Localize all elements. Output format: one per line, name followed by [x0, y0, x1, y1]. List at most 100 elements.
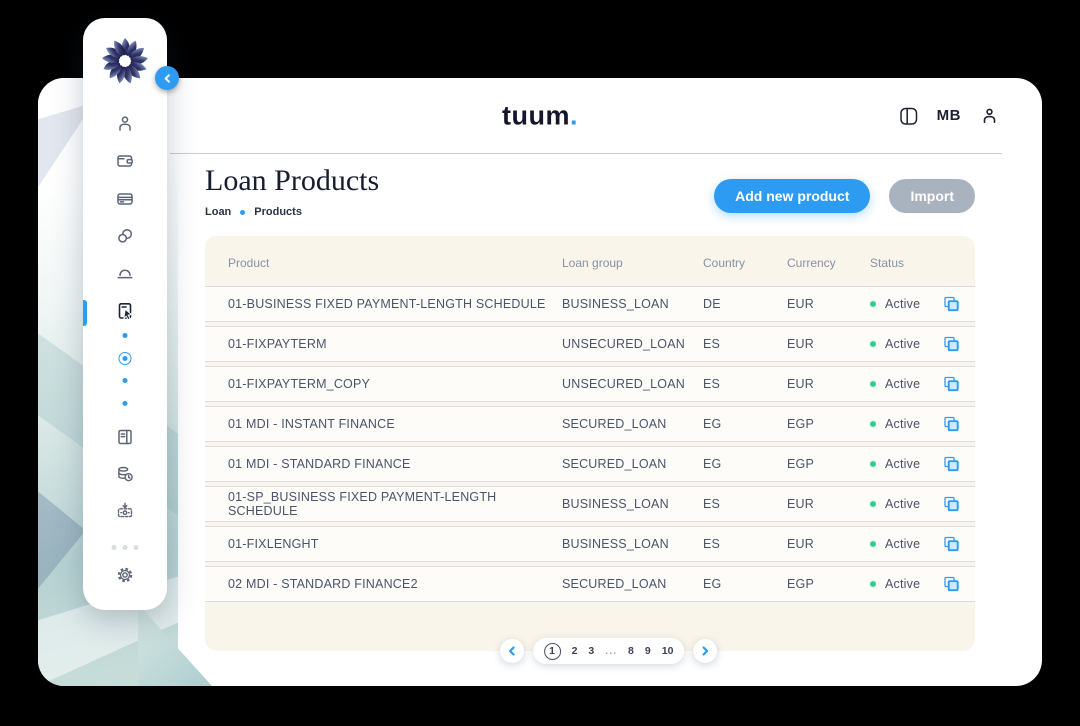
column-header-currency: Currency [787, 256, 836, 270]
logo-text: tuum [502, 100, 570, 130]
chevron-left-icon [508, 646, 515, 656]
sidebar-active-indicator [83, 300, 87, 326]
cell-country: EG [703, 577, 722, 591]
copy-icon[interactable] [941, 334, 961, 354]
cell-loan-group: BUSINESS_LOAN [562, 537, 669, 551]
status-dot [870, 421, 876, 427]
cell-currency: EUR [787, 377, 814, 391]
top-header: tuum. MB [38, 78, 1042, 153]
status-dot [870, 461, 876, 467]
copy-icon[interactable] [941, 294, 961, 314]
status-label: Active [885, 457, 921, 471]
card-icon [117, 193, 133, 205]
sidebar-item-cash-in[interactable] [114, 500, 136, 522]
cell-product: 01 MDI - STANDARD FINANCE [228, 457, 411, 471]
cell-currency: EUR [787, 537, 814, 551]
pagination-prev-button[interactable] [499, 639, 524, 663]
cell-product: 01-BUSINESS FIXED PAYMENT-LENGTH SCHEDUL… [228, 297, 546, 311]
table-row[interactable]: 01 MDI - STANDARD FINANCE SECURED_LOAN E… [205, 446, 975, 482]
more-dots-icon [111, 545, 117, 550]
cell-country: ES [703, 377, 721, 391]
pagination-next-button[interactable] [693, 639, 718, 663]
copy-icon[interactable] [941, 414, 961, 434]
pagination-page[interactable]: 2 [571, 645, 578, 657]
breadcrumb-current: Products [254, 206, 302, 218]
wallet-icon [117, 155, 133, 167]
status-label: Active [885, 377, 921, 391]
table-row[interactable]: 02 MDI - STANDARD FINANCE2 SECURED_LOAN … [205, 566, 975, 602]
sidebar-item-wallet[interactable] [114, 150, 136, 172]
sidebar-item-more[interactable] [111, 545, 139, 550]
cell-loan-group: UNSECURED_LOAN [562, 377, 685, 391]
copy-icon[interactable] [941, 374, 961, 394]
sidebar-collapse-button[interactable] [155, 66, 179, 90]
copy-icon[interactable] [941, 454, 961, 474]
cell-currency: EGP [787, 417, 814, 431]
cash-in-icon [117, 502, 133, 518]
sidebar-item-ledger[interactable] [114, 426, 136, 448]
pagination-page[interactable]: 10 [661, 645, 674, 657]
status-dot [870, 381, 876, 387]
logo-dot: . [569, 100, 578, 130]
copy-icon[interactable] [941, 574, 961, 594]
coins-clock-icon [118, 466, 133, 482]
tuum-logo: tuum. [502, 100, 578, 131]
status-label: Active [885, 497, 921, 511]
status-label: Active [885, 537, 921, 551]
sidebar-item-coins[interactable] [114, 225, 136, 247]
sidebar-subitem-4[interactable] [122, 401, 128, 406]
chevron-right-icon [702, 646, 709, 656]
copy-icon[interactable] [941, 494, 961, 514]
tuum-spiral-logo [96, 32, 154, 90]
cell-loan-group: UNSECURED_LOAN [562, 337, 685, 351]
table-row[interactable]: 01-FIXLENGHT BUSINESS_LOAN ES EUR Active [205, 526, 975, 562]
sidebar-item-loan-products[interactable] [114, 300, 136, 322]
sidebar-item-user[interactable] [114, 113, 136, 135]
table-row[interactable]: 01-SP_BUSINESS FIXED PAYMENT-LENGTH SCHE… [205, 486, 975, 522]
copy-icon[interactable] [941, 534, 961, 554]
sidebar-subitem-1[interactable] [122, 333, 128, 338]
table-row[interactable]: 01-FIXPAYTERM UNSECURED_LOAN ES EUR Acti… [205, 326, 975, 362]
cell-currency: EUR [787, 297, 814, 311]
status-label: Active [885, 337, 921, 351]
pagination-page[interactable]: 3 [588, 645, 595, 657]
status-dot [870, 501, 876, 507]
cell-country: ES [703, 497, 721, 511]
status-dot [870, 301, 876, 307]
cell-currency: EUR [787, 337, 814, 351]
breadcrumb-root[interactable]: Loan [205, 206, 232, 218]
page-title: Loan Products [205, 164, 380, 197]
cell-product: 02 MDI - STANDARD FINANCE2 [228, 577, 418, 591]
user-icon[interactable] [978, 105, 1000, 127]
sidebar-item-dome[interactable] [114, 262, 136, 284]
cell-country: DE [703, 297, 721, 311]
sidebar-item-settings[interactable] [114, 564, 136, 586]
loan-products-panel: Product Loan group Country Currency Stat… [205, 236, 975, 651]
table-row[interactable]: 01-FIXPAYTERM_COPY UNSECURED_LOAN ES EUR… [205, 366, 975, 402]
cell-country: ES [703, 337, 721, 351]
pagination: 1 2 3 ... 8 9 10 [499, 638, 718, 664]
import-button[interactable]: Import [889, 179, 975, 213]
column-header-loan-group: Loan group [562, 256, 623, 270]
cell-country: EG [703, 457, 722, 471]
cell-currency: EUR [787, 497, 814, 511]
cell-loan-group: SECURED_LOAN [562, 577, 667, 591]
coins-icon [118, 228, 133, 243]
pagination-page[interactable]: 8 [628, 645, 634, 657]
pagination-page[interactable]: 9 [644, 645, 651, 657]
ledger-icon [118, 429, 132, 445]
cell-product: 01-FIXLENGHT [228, 537, 319, 551]
sidebar-subitem-2-active[interactable] [118, 352, 132, 365]
app-window: tuum. MB Loan Products Loan Product [38, 78, 1042, 686]
add-new-product-button[interactable]: Add new product [714, 179, 871, 213]
workspace-label[interactable]: MB [936, 107, 961, 124]
panel-toggle-icon[interactable] [898, 105, 920, 127]
sidebar-item-coins-clock[interactable] [114, 463, 136, 485]
pagination-pages: 1 2 3 ... 8 9 10 [532, 638, 685, 664]
cell-product: 01-FIXPAYTERM [228, 337, 327, 351]
table-row[interactable]: 01-BUSINESS FIXED PAYMENT-LENGTH SCHEDUL… [205, 286, 975, 322]
sidebar-subitem-3[interactable] [122, 378, 128, 383]
table-row[interactable]: 01 MDI - INSTANT FINANCE SECURED_LOAN EG… [205, 406, 975, 442]
sidebar-item-card[interactable] [114, 188, 136, 210]
pagination-page-current[interactable]: 1 [543, 642, 561, 660]
